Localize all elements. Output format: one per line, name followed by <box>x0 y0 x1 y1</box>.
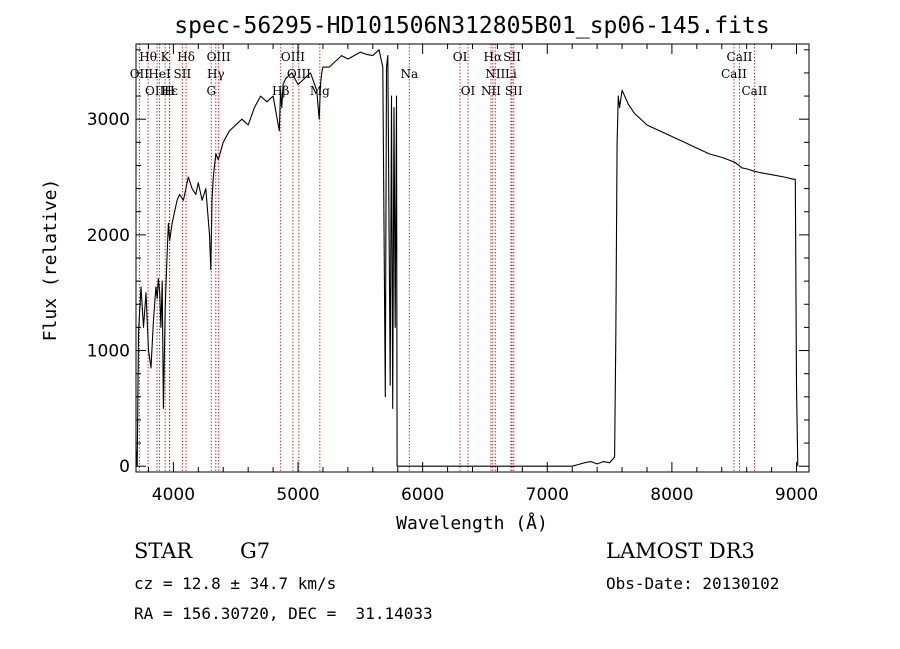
y-tick-label: 0 <box>119 457 130 477</box>
spectral-subclass: G7 <box>240 539 271 563</box>
line-label: Mg <box>310 84 330 98</box>
line-label: OII <box>130 67 150 81</box>
line-label: Hθ <box>139 50 157 64</box>
x-tick-label: 8000 <box>650 485 693 505</box>
line-label: H <box>164 84 174 98</box>
line-label: Hβ <box>272 84 289 98</box>
coordinates: RA = 156.30720, DEC = 31.14033 <box>134 604 433 623</box>
line-label: OI <box>453 50 468 64</box>
y-axis-label: Flux (relative) <box>40 179 61 342</box>
x-tick-label: 7000 <box>526 485 569 505</box>
x-tick-label: 6000 <box>401 485 444 505</box>
plot-frame <box>135 43 810 473</box>
line-label: OI <box>461 84 476 98</box>
object-class: STAR <box>134 539 193 563</box>
line-label: NII <box>481 84 501 98</box>
redshift-velocity: cz = 12.8 ± 34.7 km/s <box>134 574 337 593</box>
line-label: SII <box>503 50 521 64</box>
line-label: NII <box>485 67 505 81</box>
line-label: OIII <box>281 50 305 64</box>
survey-name: LAMOST DR3 <box>606 539 755 563</box>
x-tick-label: 5000 <box>276 485 319 505</box>
line-label: Na <box>400 67 418 81</box>
line-label: K <box>161 50 171 64</box>
line-label: SII <box>505 84 523 98</box>
line-label: Hα <box>484 50 503 64</box>
axes: 4000 5000 6000 7000 8000 9000 0 1000 2000 3000 <box>87 44 818 505</box>
chart-title: spec-56295-HD101506N312805B01_sp06-145.f… <box>174 13 769 39</box>
x-tick-label: 4000 <box>152 485 195 505</box>
spectrum-series <box>135 49 799 467</box>
line-label: Hδ <box>177 50 195 64</box>
line-label: Li <box>505 67 517 81</box>
y-tick-label: 1000 <box>87 342 130 362</box>
line-label: OIII <box>287 67 311 81</box>
line-label: OIII <box>207 50 231 64</box>
y-tick-label: 2000 <box>87 226 130 246</box>
x-tick-label: 9000 <box>775 485 818 505</box>
line-label: CaII <box>721 67 747 81</box>
line-label: OIII <box>145 84 169 98</box>
spectral-line-markers <box>138 44 755 472</box>
line-label: HeI <box>148 67 171 81</box>
x-axis-label: Wavelength (Å) <box>396 512 548 534</box>
line-label: G <box>206 84 216 98</box>
y-tick-label: 3000 <box>87 110 130 130</box>
line-label: Hγ <box>207 67 225 81</box>
observation-date: Obs-Date: 20130102 <box>606 574 780 593</box>
line-label: SII <box>174 67 192 81</box>
spectrum-line <box>135 49 799 467</box>
line-label: CaII <box>727 50 753 64</box>
line-label: CaII <box>741 84 767 98</box>
line-label: Hε <box>161 84 178 98</box>
